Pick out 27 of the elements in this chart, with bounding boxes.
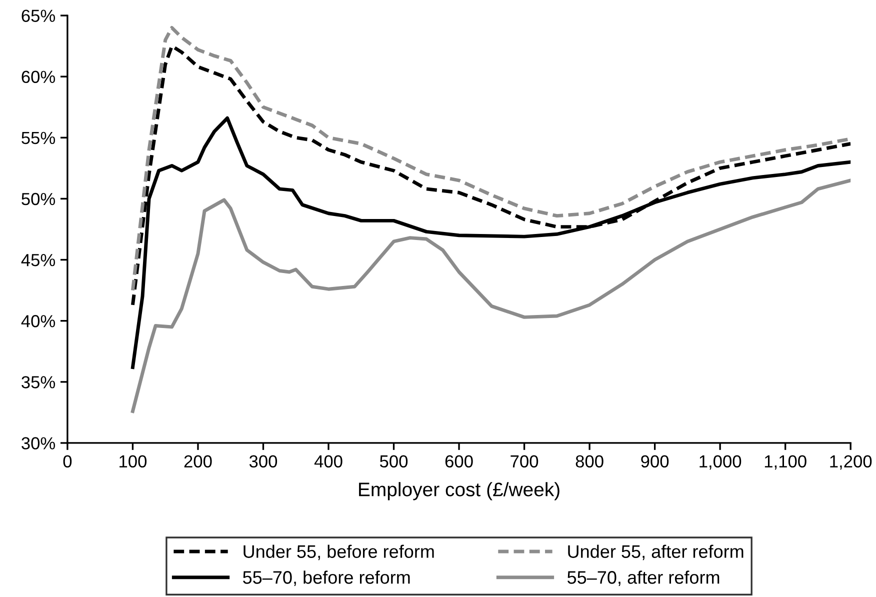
x-tick-label: 300 bbox=[249, 455, 278, 468]
x-tick-label: 800 bbox=[576, 455, 604, 468]
y-tick-label: 50% bbox=[22, 192, 56, 206]
x-axis-title: Employer cost (£/week) bbox=[359, 482, 560, 500]
x-tick-label: 1,200 bbox=[830, 455, 872, 470]
legend-label: 55–70, after reform bbox=[567, 570, 720, 586]
y-tick-label: 55% bbox=[22, 132, 56, 144]
y-tick-label: 60% bbox=[22, 70, 56, 84]
y-tick-label: 35% bbox=[22, 376, 56, 388]
x-tick-label: 200 bbox=[184, 455, 212, 468]
line-series bbox=[130, 178, 851, 413]
x-tick-label: 0 bbox=[63, 455, 72, 468]
x-tick-label: 400 bbox=[314, 455, 342, 468]
y-tick-label: 45% bbox=[21, 254, 56, 266]
x-tick-label: 100 bbox=[120, 455, 147, 468]
x-tick-label: 1,000 bbox=[700, 455, 742, 470]
legend-label: 55–70, before reform bbox=[243, 570, 410, 586]
x-tick-label: 900 bbox=[641, 455, 669, 468]
legend-label: Under 55, after reform bbox=[568, 544, 744, 560]
x-tick-label: 500 bbox=[380, 455, 408, 468]
x-tick-label: 700 bbox=[510, 455, 538, 468]
y-tick-label: 30% bbox=[22, 437, 56, 450]
legend-label: Under 55, before reform bbox=[244, 544, 434, 560]
x-tick-label: 1,100 bbox=[764, 455, 806, 470]
y-tick-label: 65% bbox=[22, 10, 56, 22]
y-tick-label: 40% bbox=[21, 315, 56, 328]
x-tick-label: 600 bbox=[445, 455, 473, 468]
